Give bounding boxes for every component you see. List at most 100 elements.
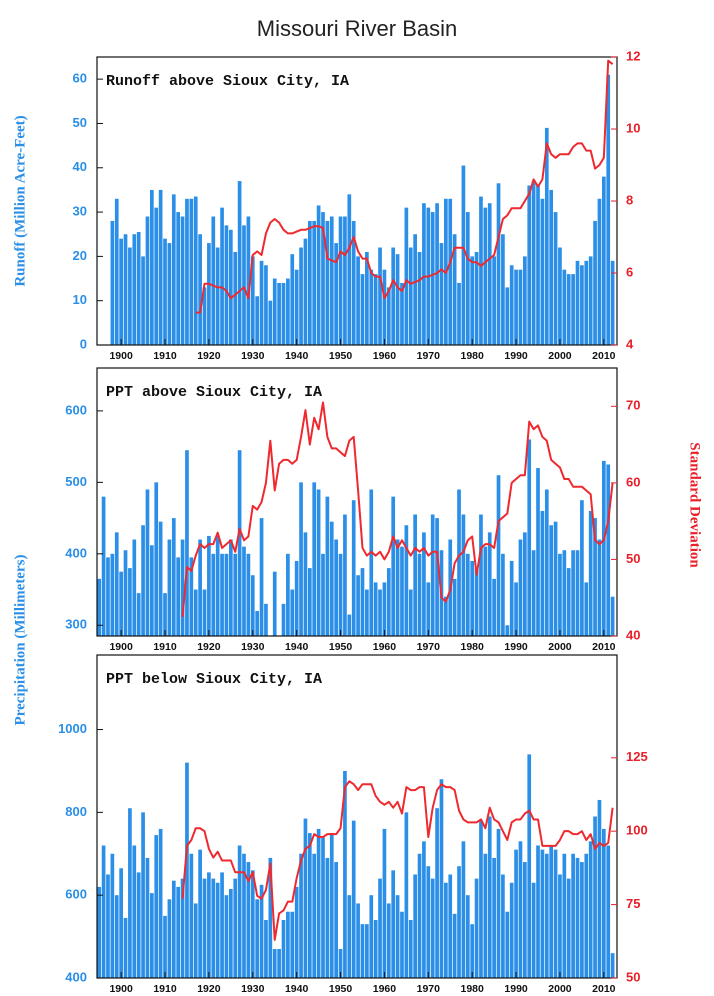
y-tick-label: 600 <box>65 402 87 417</box>
bar <box>422 841 426 978</box>
bar <box>523 256 527 345</box>
bar <box>395 895 400 978</box>
bar <box>167 539 172 636</box>
y2-tick-label: 100 <box>626 823 648 838</box>
bar <box>237 181 242 345</box>
bar <box>378 589 382 636</box>
plot-area <box>110 59 615 345</box>
bar <box>597 198 602 345</box>
bar <box>97 886 102 978</box>
bar <box>242 546 246 636</box>
y2-tick-label: 4 <box>626 336 634 351</box>
bar <box>255 610 260 636</box>
bar <box>562 853 567 978</box>
bar <box>601 176 606 345</box>
bar <box>286 278 290 345</box>
bar <box>351 220 356 345</box>
bar <box>487 203 492 345</box>
bar <box>518 539 523 636</box>
bar <box>575 260 580 345</box>
bar <box>536 468 540 636</box>
bar <box>198 234 202 345</box>
bar <box>224 225 229 345</box>
bar <box>163 593 167 636</box>
bar <box>435 808 439 978</box>
bar <box>382 582 387 636</box>
bar <box>294 269 299 345</box>
bar <box>391 496 396 636</box>
bar <box>343 216 347 345</box>
y2-tick-label: 70 <box>626 398 640 413</box>
bar <box>566 274 571 345</box>
y-tick-label: 0 <box>80 336 87 351</box>
bar <box>584 582 589 636</box>
panel-title: PPT below Sioux City, IA <box>106 671 322 688</box>
bar <box>439 779 444 978</box>
plot-frame <box>96 367 618 637</box>
bar <box>514 849 518 978</box>
bar <box>356 575 360 636</box>
bar <box>391 247 396 345</box>
y-tick-label: 600 <box>65 887 87 902</box>
bar <box>588 510 593 636</box>
bar <box>386 568 391 636</box>
bar <box>233 878 238 978</box>
bar <box>461 841 466 978</box>
y2-tick-label: 60 <box>626 474 640 489</box>
bar <box>338 949 343 978</box>
bar <box>365 924 369 978</box>
bar <box>373 920 378 978</box>
bar <box>531 550 536 636</box>
bar <box>501 553 505 636</box>
y-tick-label: 10 <box>73 292 87 307</box>
bar <box>110 553 115 636</box>
bar <box>580 500 584 636</box>
bar <box>294 560 299 636</box>
bar <box>268 857 273 978</box>
bar <box>422 203 426 345</box>
bar <box>246 216 251 345</box>
bar <box>119 868 123 978</box>
bar <box>141 256 145 345</box>
bar <box>119 571 123 636</box>
bar <box>474 568 479 636</box>
bar <box>281 920 286 978</box>
bar <box>246 553 251 636</box>
bar <box>233 251 238 345</box>
bar <box>540 849 545 978</box>
bar <box>373 582 378 636</box>
bar <box>167 899 172 978</box>
bar <box>601 828 606 978</box>
bar <box>242 225 246 345</box>
bar <box>211 216 216 345</box>
bar <box>299 853 303 978</box>
x-tick-label: 1910 <box>153 983 177 995</box>
x-tick-label: 1910 <box>153 350 177 362</box>
y-tick-label: 300 <box>65 617 87 632</box>
bar <box>553 212 558 345</box>
bar <box>150 893 154 978</box>
x-tick-label: 2000 <box>548 641 572 653</box>
y2-tick-label: 12 <box>626 48 640 63</box>
bar <box>465 212 470 345</box>
bar <box>171 880 176 978</box>
bar <box>185 762 189 978</box>
x-tick-label: 1940 <box>285 641 309 653</box>
chart-title: Missouri River Basin <box>257 16 458 41</box>
bar <box>606 464 611 636</box>
x-tick-label: 1950 <box>329 641 353 653</box>
bar <box>531 882 536 978</box>
bar <box>316 828 321 978</box>
bar <box>417 553 422 636</box>
bar <box>369 269 374 345</box>
bar <box>281 603 286 636</box>
bar <box>312 853 317 978</box>
bar <box>321 837 325 978</box>
y-tick-label: 400 <box>65 969 87 984</box>
bar <box>461 165 466 345</box>
bar <box>316 205 321 345</box>
bar <box>487 532 492 636</box>
bar <box>531 181 536 345</box>
bar <box>97 578 102 636</box>
bar <box>215 882 220 978</box>
